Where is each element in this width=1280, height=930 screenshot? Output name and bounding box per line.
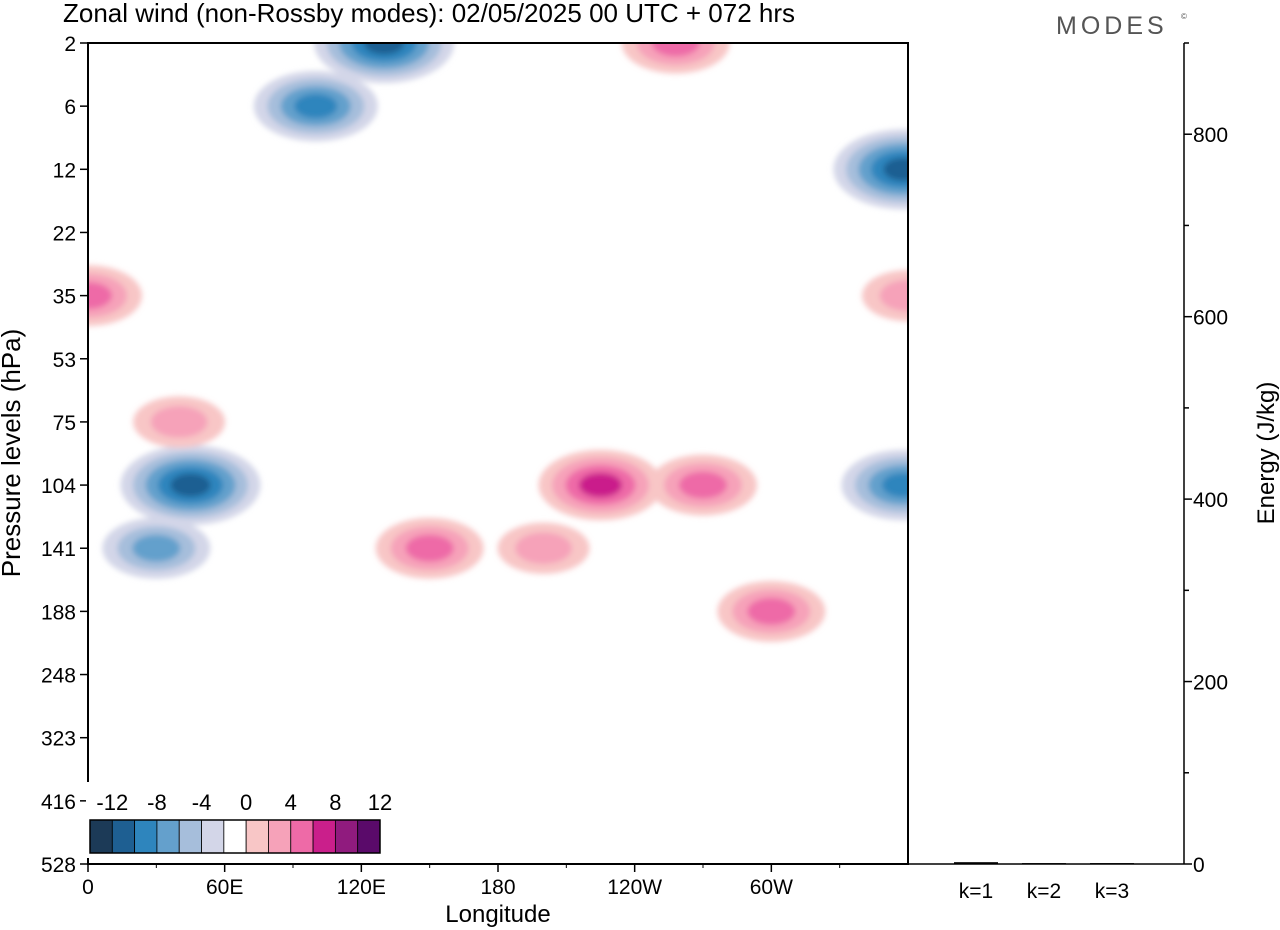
wind-anomaly-5-contour-4 (881, 472, 908, 498)
wind-anomaly-0-contour-5 (170, 473, 211, 497)
pressure-tick-label-53: 53 (53, 349, 76, 372)
colorbar-swatch-0 (89, 819, 113, 854)
longitude-axis-label: Longitude (445, 901, 550, 928)
colorbar-swatch-2 (134, 819, 158, 854)
colorbar-swatch-5 (201, 819, 225, 854)
chart-title: Zonal wind (non-Rossby modes): 02/05/202… (63, 0, 795, 28)
longitude-tick-label-5: 60W (750, 876, 793, 899)
wind-anomaly-7-contour-2 (150, 406, 208, 438)
colorbar-swatch-10 (312, 819, 336, 854)
pressure-tick-label-75: 75 (53, 412, 76, 435)
energy-tick-label-400: 400 (1193, 489, 1228, 512)
energy-bar-k=1 (954, 862, 998, 864)
colorbar-label--12: -12 (96, 790, 128, 815)
colorbar-label-4: 4 (285, 790, 297, 815)
wind-anomaly-13-contour-3 (651, 43, 700, 57)
energy-category-k=2: k=2 (1027, 880, 1061, 903)
longitude-tick-label-1: 60E (206, 876, 243, 899)
wind-anomaly-6-contour-3 (88, 282, 112, 310)
colorbar-label-12: 12 (368, 790, 392, 815)
colorbar-swatch-6 (223, 819, 247, 854)
colorbar-label-8: 8 (329, 790, 341, 815)
wind-anomaly-12-contour-3 (747, 597, 796, 625)
wind-anomaly-10-contour-4 (578, 472, 623, 498)
pressure-tick-label-104: 104 (41, 475, 76, 498)
colorbar-swatch-3 (156, 819, 180, 854)
colorbar-swatch-7 (245, 819, 269, 854)
pressure-tick-label-141: 141 (41, 538, 76, 561)
longitude-axis: 0 60E 120E 180 120W 60W (82, 864, 841, 899)
colorbar-label-0: 0 (240, 790, 252, 815)
wind-anomaly-4-contour-5 (883, 157, 908, 181)
colorbar-swatch-12 (357, 819, 381, 854)
colorbar-swatch-4 (178, 819, 202, 854)
pressure-tick-label-35: 35 (53, 286, 76, 309)
pressure-tick-label-188: 188 (41, 601, 76, 624)
wind-anomaly-3-contour-5 (364, 43, 405, 55)
wind-heatmap (87, 42, 909, 865)
wind-anomaly-1-contour-3 (132, 534, 181, 562)
energy-panel: k=1 k=2 k=3 0 200 400 600 800 (908, 42, 1228, 903)
colorbar-frame (89, 819, 381, 854)
colorbar-swatch-1 (111, 819, 136, 854)
colorbar: -12 -8 -4 0 4 8 12 (86, 782, 392, 858)
colorbar-swatch-8 (268, 819, 292, 854)
longitude-tick-label-2: 120E (337, 876, 386, 899)
pressure-tick-label-416: 416 (41, 791, 76, 814)
longitude-tick-label-4: 120W (607, 876, 662, 899)
longitude-tick-label-3: 180 (480, 876, 515, 899)
energy-bar-k=2 (1022, 863, 1066, 865)
energy-bar-k=3 (1090, 863, 1134, 865)
colorbar-label--8: -8 (147, 790, 167, 815)
modes-logo-mark: © (1181, 12, 1187, 21)
energy-category-k=1: k=1 (959, 880, 993, 903)
colorbar-swatch-9 (290, 819, 314, 854)
wind-field (88, 43, 908, 642)
energy-category-k=3: k=3 (1095, 880, 1129, 903)
wind-anomaly-9-contour-2 (515, 532, 572, 564)
energy-tick-label-600: 600 (1193, 307, 1228, 330)
modes-logo: MODES (1056, 12, 1168, 40)
pressure-tick-label-22: 22 (53, 222, 76, 245)
energy-axis-label: Energy (J/kg) (1253, 382, 1280, 525)
pressure-tick-label-12: 12 (53, 159, 76, 182)
pressure-tick-label-248: 248 (41, 665, 76, 688)
colorbar-swatch-11 (334, 819, 359, 854)
wind-anomaly-14-contour-2 (879, 279, 908, 312)
pressure-tick-label-528: 528 (41, 854, 76, 877)
wind-anomaly-2-contour-4 (294, 93, 338, 119)
energy-tick-label-800: 800 (1193, 124, 1228, 147)
pressure-tick-label-323: 323 (41, 728, 76, 751)
longitude-tick-label-0: 0 (82, 876, 94, 899)
colorbar-label--4: -4 (192, 790, 212, 815)
pressure-axis: 2 6 12 22 35 53 75 104 141 188 248 323 416 528 (41, 33, 88, 877)
energy-tick-label-0: 0 (1193, 854, 1205, 877)
pressure-axis-label: Pressure levels (hPa) (0, 329, 26, 578)
energy-tick-label-200: 200 (1193, 672, 1228, 695)
wind-anomaly-11-contour-3 (679, 471, 727, 499)
wind-anomaly-8-contour-3 (405, 534, 454, 562)
pressure-tick-label-2: 2 (64, 33, 76, 56)
pressure-tick-label-6: 6 (64, 96, 76, 119)
